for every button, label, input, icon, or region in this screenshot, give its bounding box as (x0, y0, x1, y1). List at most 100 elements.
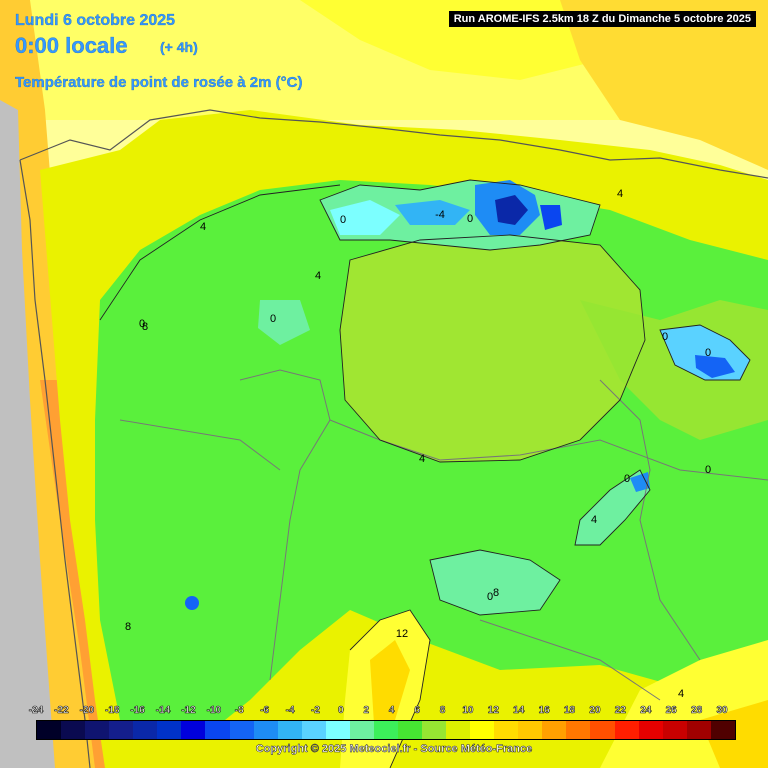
contour-label: 0 (270, 313, 276, 325)
contour-label: 0 (624, 473, 630, 485)
color-scale-bar (36, 720, 736, 740)
scale-swatch (614, 721, 639, 739)
contour-label: 0 (705, 347, 711, 359)
scale-swatch (494, 721, 519, 739)
model-run-label: Run AROME-IFS 2.5km 18 Z du Dimanche 5 o… (448, 11, 756, 27)
scale-swatch (518, 721, 543, 739)
contour-label: 0 (487, 591, 493, 603)
contour-label: 0 (662, 331, 668, 343)
isoline-0-southeast (574, 469, 651, 546)
scale-tick-label: 28 (691, 705, 703, 717)
scale-swatch (422, 721, 447, 739)
scale-tick-label: 22 (614, 705, 626, 717)
scale-tick-label: 2 (363, 705, 370, 717)
scale-tick-label: -8 (234, 705, 245, 717)
scale-tick-label: 4 (388, 705, 395, 717)
contour-label: 0 (340, 214, 346, 226)
contour-label: 4 (419, 453, 425, 465)
contour-label: 4 (315, 270, 321, 282)
isoline-0-north (319, 179, 601, 251)
contour-label: 4 (591, 514, 597, 526)
scale-tick-label: 12 (487, 705, 499, 717)
scale-tick-label: -24 (28, 705, 44, 717)
contour-label: 4 (617, 188, 623, 200)
contour-label: 0 (139, 318, 145, 330)
copyright-text: Copyright © 2025 Meteociel.fr - Source M… (255, 743, 533, 756)
cold-core-north (495, 195, 528, 225)
contour-label: 8 (493, 587, 499, 599)
scale-tick-label: 16 (538, 705, 550, 717)
scale-tick-label: 0 (338, 705, 344, 717)
scale-labels: -24 -22 -20 -18 -16 -14 -12 -10 -8 -6 -4 -2 0 2 4 6 8 10 1… (24, 705, 744, 719)
scale-swatch (710, 721, 735, 739)
north-coastline (19, 109, 768, 179)
parameter-title: Température de point de rosée à 2m (°C) (15, 74, 303, 91)
scale-swatch (373, 721, 398, 739)
cold-patch-b (395, 200, 470, 225)
scale-swatch (638, 721, 663, 739)
scale-tick-label: -4 (285, 705, 295, 717)
scale-tick-label: -18 (104, 705, 120, 717)
scale-tick-label: 26 (665, 705, 677, 717)
forecast-date: Lundi 6 octobre 2025 (15, 12, 176, 29)
scale-swatch (277, 721, 302, 739)
west-coastline (19, 159, 91, 768)
contour-label: 0 (467, 213, 473, 225)
scale-swatch (61, 721, 86, 739)
region-border-a (239, 369, 331, 681)
scale-swatch (566, 721, 591, 739)
scale-tick-label: -14 (155, 705, 171, 717)
region-border-c (119, 419, 281, 471)
scale-swatch (662, 721, 687, 739)
scale-swatch (205, 721, 230, 739)
scale-tick-label: 8 (439, 705, 446, 717)
scale-swatch (397, 721, 422, 739)
scale-swatch (301, 721, 326, 739)
scale-tick-label: -10 (206, 705, 222, 717)
contour-label: 0 (705, 464, 711, 476)
scale-swatch (686, 721, 711, 739)
scale-tick-label: 20 (589, 705, 601, 717)
scale-tick-label: 10 (462, 705, 474, 717)
region-border-d (479, 619, 661, 701)
cold-dot-southeast (630, 472, 650, 492)
scale-swatch (253, 721, 278, 739)
scale-tick-label: 30 (716, 705, 728, 717)
scale-tick-label: -6 (260, 705, 270, 717)
cold-patch-d (540, 205, 562, 230)
scale-tick-label: 18 (563, 705, 576, 717)
scale-swatch (181, 721, 206, 739)
scale-swatch (229, 721, 254, 739)
scale-swatch (85, 721, 110, 739)
scale-swatch (470, 721, 495, 739)
inner-lime-field (340, 235, 645, 462)
scale-swatch (542, 721, 567, 739)
contour-label: 4 (200, 221, 206, 233)
scale-swatch (133, 721, 158, 739)
scale-swatch (37, 721, 62, 739)
isoline-0-east (659, 324, 751, 381)
isoline-0-south (429, 549, 561, 616)
scale-tick-label: 24 (640, 705, 652, 717)
scale-tick-label: -20 (79, 705, 95, 717)
isoline-4-inner (339, 234, 646, 463)
scale-swatch (446, 721, 471, 739)
scale-swatch (325, 721, 350, 739)
scale-tick-label: -12 (181, 705, 196, 717)
south-aqua-patch (430, 550, 560, 615)
cool-streak-southeast (575, 470, 650, 545)
isoline-8-south (349, 609, 431, 768)
cold-core-east (695, 355, 735, 378)
scale-swatch (109, 721, 134, 739)
scale-swatch (349, 721, 374, 739)
isoline-8 (99, 184, 341, 321)
contour-label: 8 (125, 621, 131, 633)
scale-swatch (157, 721, 182, 739)
scale-tick-label: -22 (54, 705, 69, 717)
cold-dot-west (185, 596, 199, 610)
scale-tick-label: 6 (414, 705, 420, 717)
northeast-warm-field (560, 0, 768, 170)
